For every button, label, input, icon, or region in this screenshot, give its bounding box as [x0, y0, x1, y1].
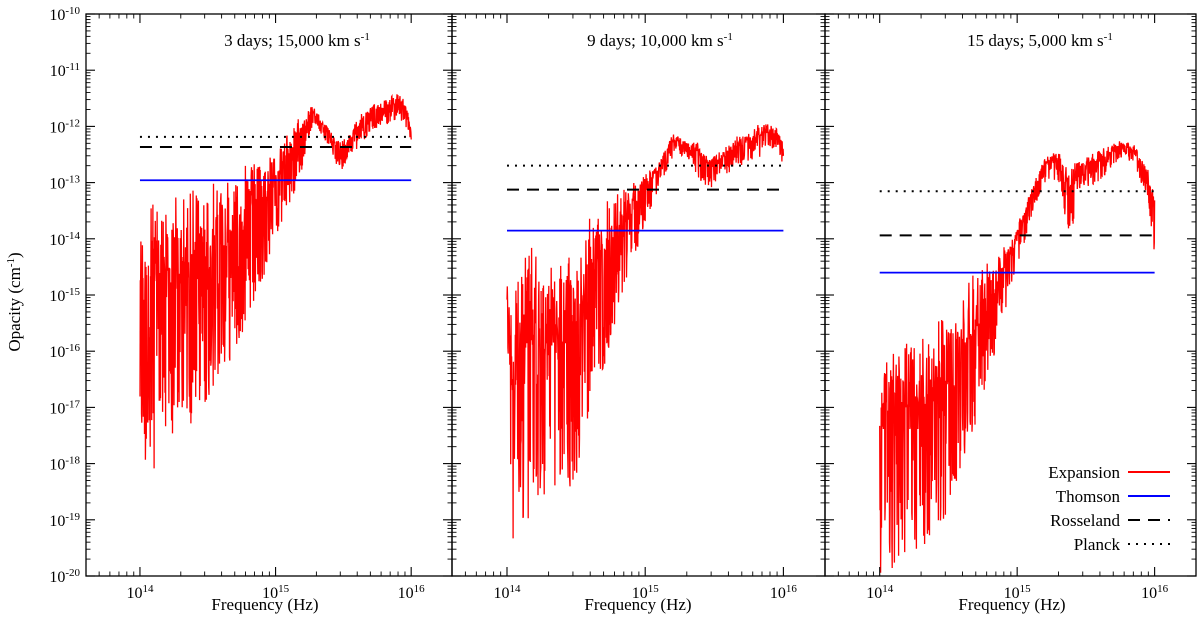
- y-tick-label: 10-15: [49, 286, 80, 305]
- y-tick-label: 10-12: [49, 117, 80, 136]
- y-tick-label: 10-18: [49, 455, 80, 474]
- y-tick-label: 10-11: [50, 61, 80, 80]
- legend-label: Rosseland: [1050, 511, 1120, 530]
- y-tick-label: 10-10: [49, 5, 80, 24]
- x-tick-label: 1016: [398, 583, 426, 602]
- panel-15-days-lines: [879, 141, 1156, 573]
- y-tick-label: 10-19: [49, 511, 80, 530]
- panel-3-days: 10-20 10-19 10-18 10-17 10-16 10-15 10-14 10-13…: [49, 5, 453, 614]
- legend: Expansion Thomson Rosseland Planck: [1048, 463, 1170, 554]
- legend-label: Planck: [1074, 535, 1121, 554]
- legend-label: Thomson: [1056, 487, 1121, 506]
- y-tick-label: 10-20: [49, 567, 80, 586]
- panel-3-days-axes: 10-20 10-19 10-18 10-17 10-16 10-15 10-14 10-13…: [49, 5, 453, 602]
- x-tick-label: 1015: [632, 583, 660, 602]
- panel-title: 15 days; 5,000 km s-1: [967, 31, 1113, 50]
- panel-title: 3 days; 15,000 km s-1: [224, 31, 370, 50]
- x-axis-label: Frequency (Hz): [958, 595, 1065, 614]
- panel-9-days: 1014 1015 1016 9 days; 10,000 km s-1 Frequ…: [451, 13, 826, 614]
- x-tick-label: 1016: [770, 583, 798, 602]
- panel-15-days-axes: 1014 1015 1016: [824, 13, 1197, 602]
- panel-9-days-lines: [506, 124, 785, 539]
- y-axis-label: Opacity (cm-1): [5, 252, 24, 351]
- panel-3-days-lines: [139, 93, 412, 469]
- series-expansion-line: [139, 93, 412, 469]
- y-tick-label: 10-17: [49, 398, 80, 417]
- y-tick-label: 10-14: [49, 230, 80, 249]
- panel-15-days: 1014 1015 1016 15 days; 5,000 km s-1 Frequ…: [824, 13, 1197, 614]
- x-tick-label: 1014: [126, 583, 154, 602]
- x-tick-label: 1016: [1141, 583, 1169, 602]
- y-tick-label: 10-13: [49, 174, 80, 193]
- legend-label: Expansion: [1048, 463, 1120, 482]
- x-tick-label: 1014: [866, 583, 894, 602]
- x-axis-label: Frequency (Hz): [211, 595, 318, 614]
- x-axis-label: Frequency (Hz): [584, 595, 691, 614]
- x-tick-label: 1014: [493, 583, 521, 602]
- series-expansion-line: [879, 141, 1156, 573]
- panel-title: 9 days; 10,000 km s-1: [587, 31, 733, 50]
- x-tick-label: 1015: [1004, 583, 1032, 602]
- y-tick-label: 10-16: [49, 342, 80, 361]
- series-expansion-line: [506, 124, 785, 539]
- x-tick-label: 1015: [262, 583, 290, 602]
